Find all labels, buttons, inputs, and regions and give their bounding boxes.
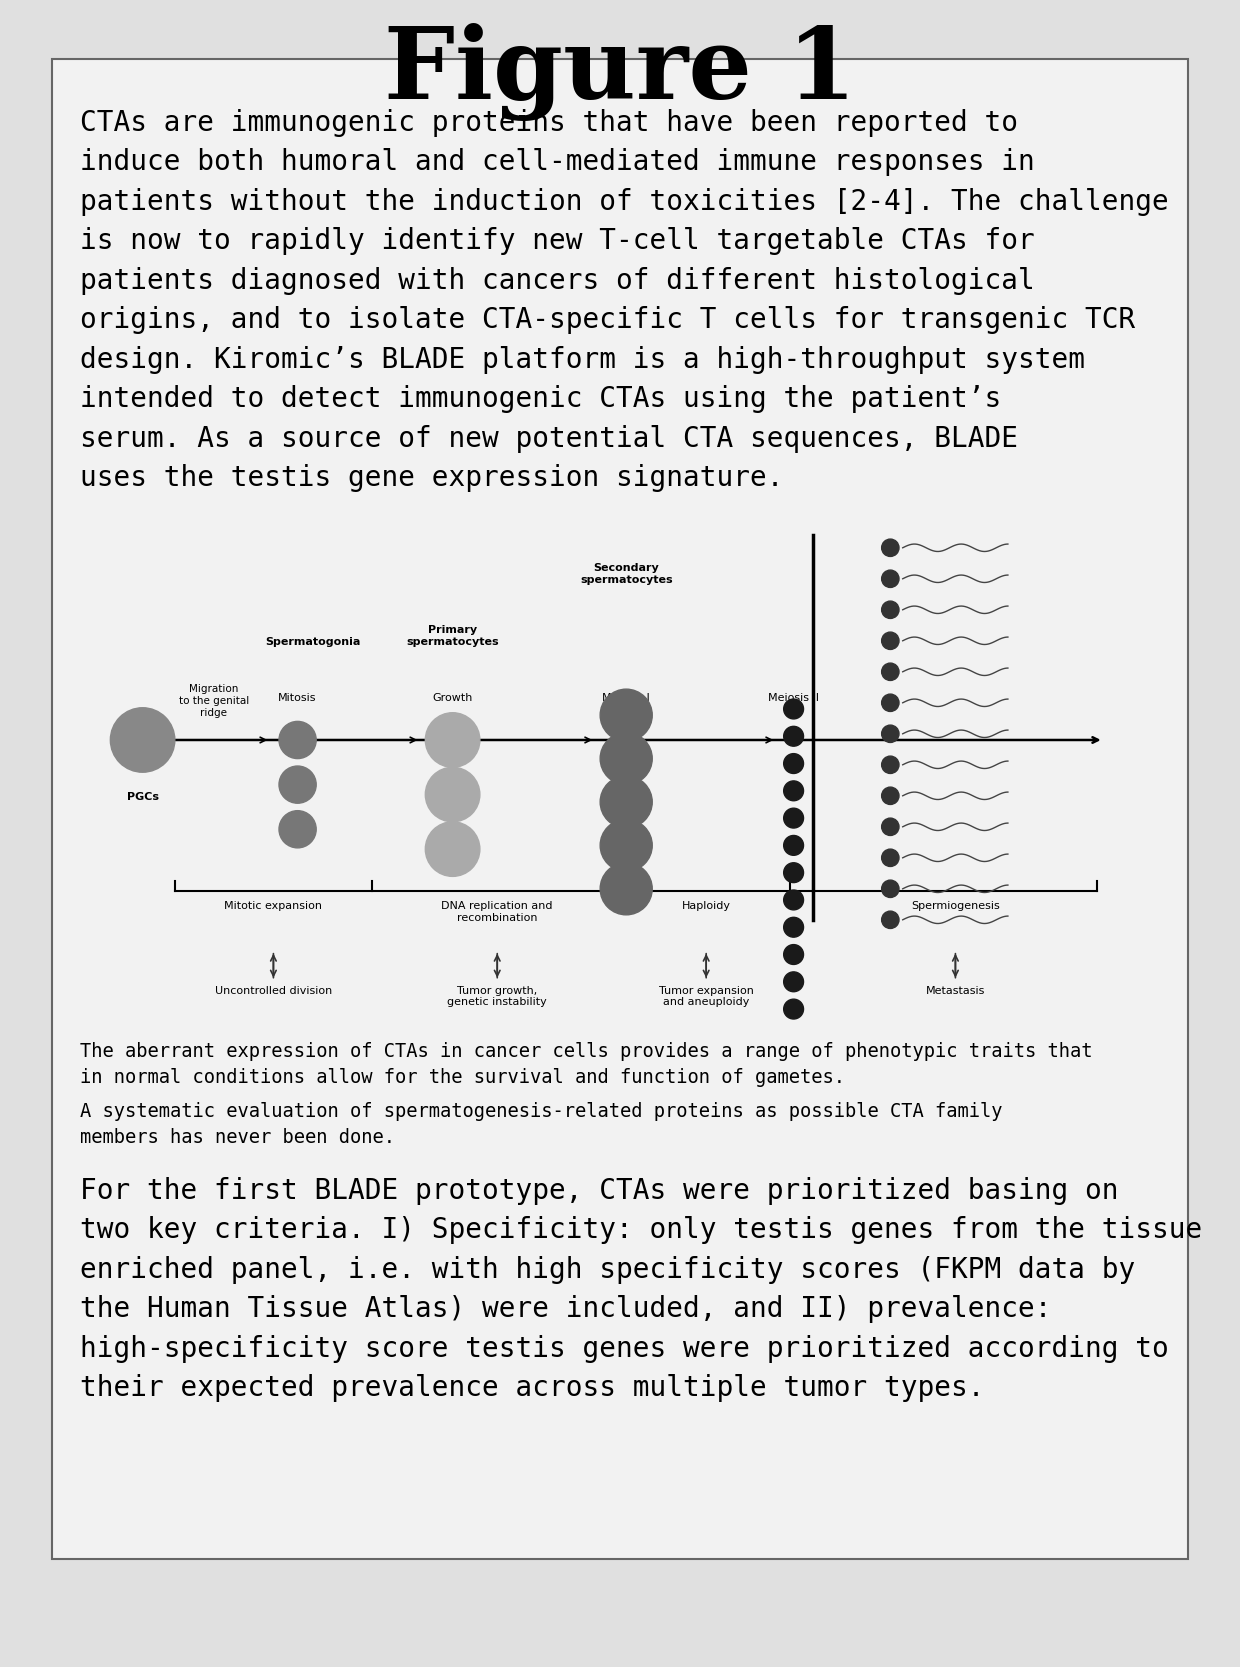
- Circle shape: [882, 725, 899, 742]
- Circle shape: [882, 818, 899, 835]
- Circle shape: [784, 753, 804, 773]
- Text: Spermatogonia: Spermatogonia: [265, 637, 360, 647]
- Circle shape: [882, 570, 899, 587]
- Circle shape: [784, 727, 804, 747]
- Text: Meiosis II: Meiosis II: [768, 693, 820, 703]
- Circle shape: [784, 999, 804, 1019]
- Circle shape: [882, 787, 899, 805]
- Text: Metastasis: Metastasis: [926, 985, 985, 995]
- Circle shape: [279, 722, 316, 758]
- Circle shape: [600, 732, 652, 785]
- Text: CTAs are immunogenic proteins that have been reported to
induce both humoral and: CTAs are immunogenic proteins that have …: [81, 108, 1169, 492]
- Circle shape: [425, 767, 480, 822]
- Text: Tumor expansion
and aneuploidy: Tumor expansion and aneuploidy: [658, 985, 754, 1007]
- Text: DNA replication and
recombination: DNA replication and recombination: [441, 902, 553, 924]
- Circle shape: [784, 835, 804, 855]
- Circle shape: [882, 693, 899, 712]
- Text: Migration
to the genital
ridge: Migration to the genital ridge: [179, 685, 249, 718]
- Text: PGCs: PGCs: [126, 792, 159, 802]
- Circle shape: [882, 912, 899, 929]
- Text: Mitosis: Mitosis: [278, 693, 317, 703]
- Text: Growth: Growth: [433, 693, 472, 703]
- Circle shape: [882, 663, 899, 680]
- Circle shape: [784, 945, 804, 965]
- Circle shape: [425, 713, 480, 767]
- Circle shape: [600, 864, 652, 915]
- Text: Tumor growth,
genetic instability: Tumor growth, genetic instability: [448, 985, 547, 1007]
- Circle shape: [882, 538, 899, 557]
- Circle shape: [279, 810, 316, 849]
- Circle shape: [784, 972, 804, 992]
- Text: Mitotic expansion: Mitotic expansion: [224, 902, 322, 912]
- Text: Meiosis I: Meiosis I: [603, 693, 650, 703]
- Circle shape: [882, 632, 899, 650]
- Bar: [52, 58, 1188, 1559]
- Circle shape: [600, 820, 652, 872]
- Circle shape: [279, 767, 316, 803]
- Circle shape: [784, 864, 804, 882]
- Circle shape: [784, 1054, 804, 1074]
- Text: A systematic evaluation of spermatogenesis-related proteins as possible CTA fami: A systematic evaluation of spermatogenes…: [81, 1102, 1002, 1147]
- Text: Spermiogenesis: Spermiogenesis: [911, 902, 999, 912]
- Circle shape: [882, 602, 899, 618]
- Text: The aberrant expression of CTAs in cancer cells provides a range of phenotypic t: The aberrant expression of CTAs in cance…: [81, 1042, 1092, 1087]
- Text: Uncontrolled division: Uncontrolled division: [215, 985, 332, 995]
- Text: Secondary
spermatocytes: Secondary spermatocytes: [580, 563, 672, 585]
- Text: For the first BLADE prototype, CTAs were prioritized basing on
two key criteria.: For the first BLADE prototype, CTAs were…: [81, 1177, 1203, 1402]
- Circle shape: [425, 822, 480, 877]
- Circle shape: [784, 698, 804, 718]
- Text: Primary
spermatocytes: Primary spermatocytes: [407, 625, 498, 647]
- Circle shape: [784, 808, 804, 828]
- Circle shape: [784, 917, 804, 937]
- Circle shape: [784, 1027, 804, 1047]
- Circle shape: [110, 708, 175, 772]
- Circle shape: [600, 688, 652, 742]
- Text: Haploidy: Haploidy: [682, 902, 730, 912]
- Text: Figure 1: Figure 1: [383, 23, 857, 122]
- Circle shape: [784, 890, 804, 910]
- Circle shape: [882, 757, 899, 773]
- Circle shape: [882, 880, 899, 897]
- Circle shape: [600, 775, 652, 828]
- Circle shape: [882, 849, 899, 867]
- Circle shape: [784, 780, 804, 800]
